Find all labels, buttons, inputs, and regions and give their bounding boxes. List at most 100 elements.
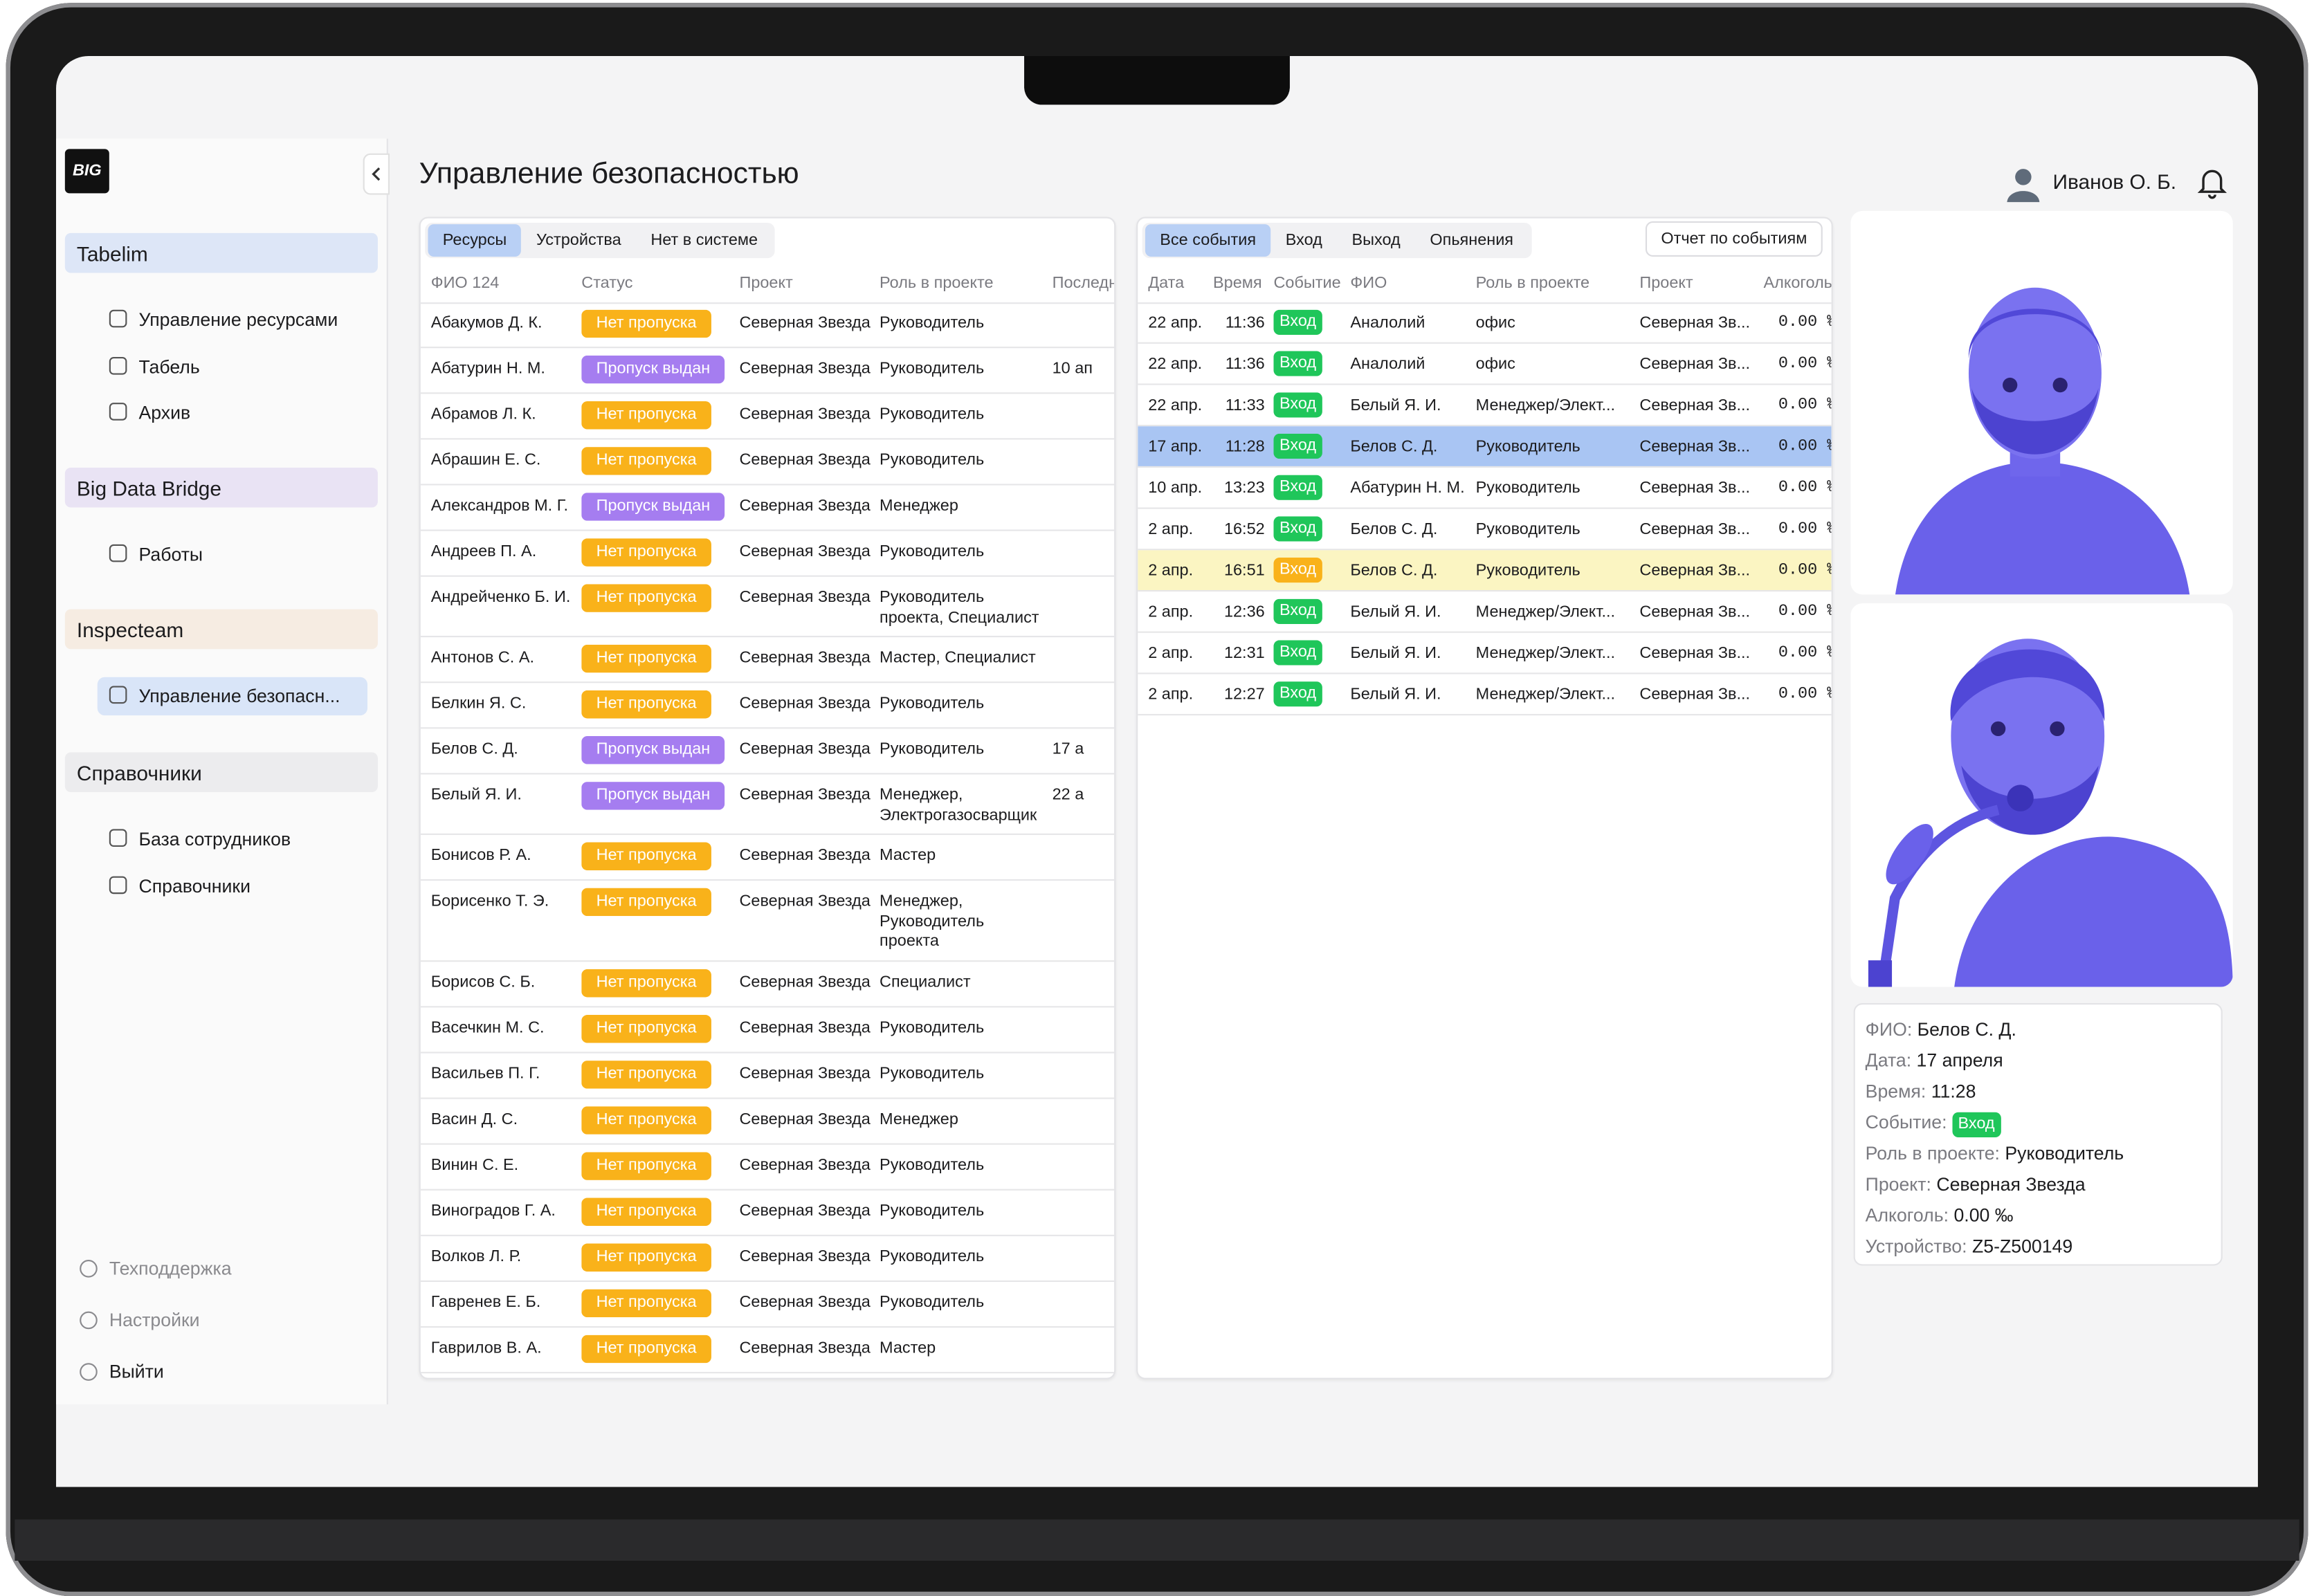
resource-row[interactable]: Волков Л. Р. Нет пропуска Северная Звезда Р… bbox=[420, 1236, 1115, 1281]
column-header[interactable]: Проект bbox=[739, 274, 793, 293]
event-date: 2 апр. bbox=[1148, 561, 1194, 579]
nav-item[interactable]: Работы bbox=[98, 535, 367, 574]
event-row[interactable]: 2 апр. 12:36 Вход Белый Я. И. Менеджер/Элект… bbox=[1138, 591, 1832, 633]
event-row[interactable]: 17 апр. 11:28 Вход Белов С. Д. Руководитель С… bbox=[1138, 426, 1832, 468]
resource-name: Винин С. Е. bbox=[430, 1155, 519, 1174]
user-name[interactable]: Иванов О. Б. bbox=[2052, 169, 2177, 194]
role: Менеджер, Электрогазосварщик bbox=[880, 786, 1037, 824]
column-header[interactable]: Проект bbox=[1639, 274, 1693, 293]
resource-row[interactable]: Абрамов Л. К. Нет пропуска Северная Звезда… bbox=[420, 394, 1115, 440]
resource-row[interactable]: Александров М. Г. Пропуск выдан Северная З… bbox=[420, 486, 1115, 531]
detail-field: Время: 11:28 bbox=[1866, 1077, 2221, 1108]
column-header[interactable]: Алкоголь bbox=[1763, 274, 1832, 293]
event-row[interactable]: 22 апр. 11:33 Вход Белый Я. И. Менеджер/Элек… bbox=[1138, 385, 1832, 427]
event-row[interactable]: 10 апр. 13:23 Вход Абатурин Н. М. Руководите… bbox=[1138, 468, 1832, 509]
nav-item[interactable]: База сотрудников bbox=[98, 820, 367, 859]
avatar-icon[interactable] bbox=[2004, 165, 2042, 203]
column-header[interactable]: Последн bbox=[1052, 274, 1115, 293]
resource-row[interactable]: Белкин Я. С. Нет пропуска Северная Звезда Р… bbox=[420, 683, 1115, 729]
nav-icon bbox=[109, 829, 127, 847]
event-row[interactable]: 22 апр. 11:36 Вход Аналолий офис Северная Зв.… bbox=[1138, 344, 1832, 385]
resource-row[interactable]: Гаврилов В. А. Нет пропуска Северная Звезд… bbox=[420, 1327, 1115, 1373]
column-header[interactable]: Время bbox=[1213, 274, 1262, 293]
column-header[interactable]: Роль в проекте bbox=[1475, 274, 1590, 293]
resource-row[interactable]: Гавренев Е. Б. Нет пропуска Северная Звезд… bbox=[420, 1281, 1115, 1328]
column-header[interactable]: Дата bbox=[1148, 274, 1185, 293]
resource-row[interactable]: Абрашин Е. С. Нет пропуска Северная Звезда… bbox=[420, 439, 1115, 486]
report-button[interactable]: Отчет по событиям bbox=[1645, 221, 1823, 257]
sidebar: BIG Tabelim Управление ресурсами Табель Арх… bbox=[56, 138, 390, 1404]
event-row[interactable]: 22 апр. 11:36 Вход Аналолий офис Северная Зв.… bbox=[1138, 302, 1832, 344]
resource-row[interactable]: Виноградов Г. А. Нет пропуска Северная Зве… bbox=[420, 1190, 1115, 1236]
resource-row[interactable]: Андреев П. А. Нет пропуска Северная Звезда… bbox=[420, 531, 1115, 577]
alcohol: 0.00 ‰ bbox=[1778, 478, 1832, 497]
resource-row[interactable]: Бонисов Р. А. Нет пропуска Северная Звезда… bbox=[420, 835, 1115, 881]
footer-link[interactable]: Настройки bbox=[80, 1310, 200, 1330]
column-header[interactable]: ФИО bbox=[1350, 274, 1387, 293]
event-project: Северная Зв... bbox=[1639, 685, 1751, 704]
resource-row[interactable]: Васечкин М. С. Нет пропуска Северная Звезд… bbox=[420, 1007, 1115, 1053]
nav-item[interactable]: Управление ресурсами bbox=[98, 301, 367, 339]
tab[interactable]: Устройства bbox=[536, 231, 621, 250]
bell-icon[interactable] bbox=[2196, 167, 2228, 199]
tab[interactable]: Вход bbox=[1285, 231, 1322, 250]
nav-group-title[interactable]: Big Data Bridge bbox=[64, 467, 378, 508]
role: Руководитель bbox=[880, 695, 985, 713]
detail-field: Алкоголь: 0.00 ‰ bbox=[1866, 1201, 2221, 1232]
project: Северная Звезда bbox=[739, 1110, 871, 1128]
resource-row[interactable]: Борисов С. Б. Нет пропуска Северная Звезда… bbox=[420, 961, 1115, 1007]
nav-item[interactable]: Справочники bbox=[98, 867, 367, 905]
logo[interactable]: BIG bbox=[64, 149, 109, 194]
resource-row[interactable]: Абакумов Д. К. Нет пропуска Северная Звезд… bbox=[420, 302, 1115, 349]
column-header[interactable]: Статус bbox=[581, 274, 633, 293]
tab[interactable]: Все события bbox=[1145, 224, 1271, 257]
event-row[interactable]: 2 апр. 12:27 Вход Белый Я. И. Менеджер/Элект… bbox=[1138, 674, 1832, 716]
nav-icon bbox=[109, 356, 127, 374]
resource-row[interactable]: Борисенко Т. Э. Нет пропуска Северная Звез… bbox=[420, 881, 1115, 962]
tab[interactable]: Опьянения bbox=[1430, 231, 1514, 250]
resource-row[interactable]: Андрейченко Б. И. Нет пропуска Северная Зв… bbox=[420, 577, 1115, 638]
role: Руководитель проекта, Специалист bbox=[880, 588, 1039, 627]
nav-group-title[interactable]: Inspecteam bbox=[64, 609, 378, 650]
event-person: Белов С. Д. bbox=[1350, 561, 1438, 579]
status-badge: Нет пропуска bbox=[581, 1106, 711, 1134]
footer-link[interactable]: Техподдержка bbox=[80, 1258, 232, 1279]
status-badge: Пропуск выдан bbox=[581, 355, 725, 384]
resource-row[interactable]: Васильев П. Г. Нет пропуска Северная Звезд… bbox=[420, 1052, 1115, 1099]
event-date: 10 апр. bbox=[1148, 478, 1203, 497]
resource-row[interactable]: Винин С. Е. Нет пропуска Северная Звезда Ру… bbox=[420, 1144, 1115, 1190]
footer-icon bbox=[80, 1260, 98, 1278]
tab[interactable]: Ресурсы bbox=[428, 224, 522, 257]
event-row[interactable]: 2 апр. 16:51 Вход Белов С. Д. Руководитель Се… bbox=[1138, 550, 1832, 592]
nav-label: Управление ресурсами bbox=[138, 309, 338, 331]
role: Мастер bbox=[880, 1339, 936, 1357]
resource-row[interactable]: Белов С. Д. Пропуск выдан Северная Звезда Р… bbox=[420, 728, 1115, 775]
column-header[interactable]: Роль в проекте bbox=[880, 274, 994, 293]
role: Руководитель bbox=[880, 360, 985, 378]
column-header[interactable]: Событие bbox=[1273, 274, 1341, 293]
resource-name: Абатурин Н. М. bbox=[430, 360, 545, 378]
nav-item[interactable]: Архив bbox=[98, 394, 367, 432]
resource-row[interactable]: Антонов С. А. Нет пропуска Северная Звезда… bbox=[420, 637, 1115, 684]
nav-group-title[interactable]: Справочники bbox=[64, 752, 378, 793]
collapse-button[interactable] bbox=[363, 153, 390, 195]
event-date: 2 апр. bbox=[1148, 603, 1194, 621]
event-row[interactable]: 2 апр. 12:31 Вход Белый Я. И. Менеджер/Элект… bbox=[1138, 633, 1832, 675]
event-badge: Вход bbox=[1273, 433, 1322, 459]
event-row[interactable]: 2 апр. 16:52 Вход Белов С. Д. Руководитель Се… bbox=[1138, 509, 1832, 551]
resource-row[interactable]: Белый Я. И. Пропуск выдан Северная Звезда М… bbox=[420, 774, 1115, 835]
resource-row[interactable]: Абатурин Н. М. Пропуск выдан Северная Звез… bbox=[420, 348, 1115, 394]
nav-group-title[interactable]: Tabelim bbox=[64, 232, 378, 273]
resource-row[interactable]: Васин Д. С. Нет пропуска Северная Звезда Ме… bbox=[420, 1099, 1115, 1144]
footer-link[interactable]: Выйти bbox=[80, 1361, 164, 1382]
tab[interactable]: Нет в системе bbox=[650, 231, 758, 250]
tab[interactable]: Выход bbox=[1351, 231, 1401, 250]
role: Руководитель bbox=[880, 451, 985, 470]
column-header[interactable]: ФИО 124 bbox=[430, 274, 500, 293]
nav-item[interactable]: Управление безопасн... bbox=[97, 677, 368, 716]
events-tabs: Все события Вход Выход Опьянения bbox=[1142, 222, 1531, 259]
last-entry: 17 а bbox=[1052, 740, 1084, 759]
nav-item[interactable]: Табель bbox=[98, 347, 367, 385]
status-badge: Нет пропуска bbox=[581, 1013, 711, 1043]
